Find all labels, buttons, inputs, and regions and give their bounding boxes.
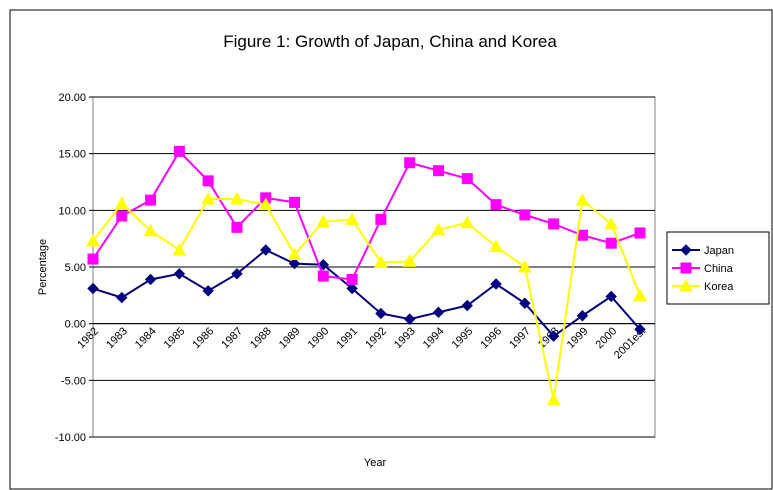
marker [317,270,329,282]
marker [490,278,502,290]
marker [576,310,589,322]
marker [604,216,619,230]
marker [173,268,186,280]
marker [345,212,359,225]
y-tick-label: 10.00 [58,205,86,217]
marker [605,290,617,303]
marker [404,157,416,169]
marker [375,307,387,320]
marker [634,323,646,336]
marker [231,221,243,233]
legend-label: China [704,263,734,275]
y-axis-label: Percentage [37,239,49,295]
marker [231,268,243,280]
y-tick-label: 5.00 [65,262,86,274]
marker [634,227,646,239]
marker [202,285,214,297]
marker [201,191,216,205]
marker [143,223,158,237]
marker [679,278,693,292]
marker [172,242,187,256]
marker [519,209,531,221]
marker [346,273,358,285]
marker [517,259,532,273]
marker [519,297,531,309]
marker [87,282,99,295]
marker [374,255,388,268]
x-axis-label: Year [364,457,387,469]
marker [548,218,560,230]
marker [575,193,590,206]
y-tick-label: 15.00 [58,149,86,161]
marker [460,215,475,229]
marker [116,210,128,222]
marker [116,291,128,304]
marker [576,229,588,241]
marker [316,214,331,228]
marker [87,253,99,265]
marker [403,313,416,325]
marker [605,237,617,249]
legend-label: Korea [704,281,734,293]
marker [173,145,185,157]
marker [489,239,503,253]
y-tick-label: -5.00 [61,375,86,387]
marker [490,199,502,211]
marker [432,165,444,177]
series-line [92,198,641,400]
marker [230,191,244,205]
marker [287,247,302,261]
marker [680,262,692,274]
marker [144,273,157,286]
marker [289,196,301,208]
marker [145,194,157,206]
marker [114,196,129,210]
series-line [92,248,641,338]
marker [461,173,473,185]
marker [431,222,446,236]
legend-label: Japan [704,245,734,257]
marker [402,254,417,267]
marker [202,175,214,187]
chart-title: Figure 1: Growth of Japan, China and Kor… [223,32,557,51]
marker [288,257,301,270]
marker [375,213,387,225]
marker [86,233,100,247]
marker [461,299,473,312]
marker [547,330,560,342]
marker [258,197,273,211]
y-tick-label: 20.00 [58,92,86,104]
marker [680,244,692,256]
marker [346,282,358,295]
marker [260,244,272,256]
marker [546,392,561,406]
marker [633,288,647,301]
marker [432,306,445,319]
y-tick-label: -10.00 [55,432,86,444]
y-tick-label: 0.00 [65,319,86,331]
